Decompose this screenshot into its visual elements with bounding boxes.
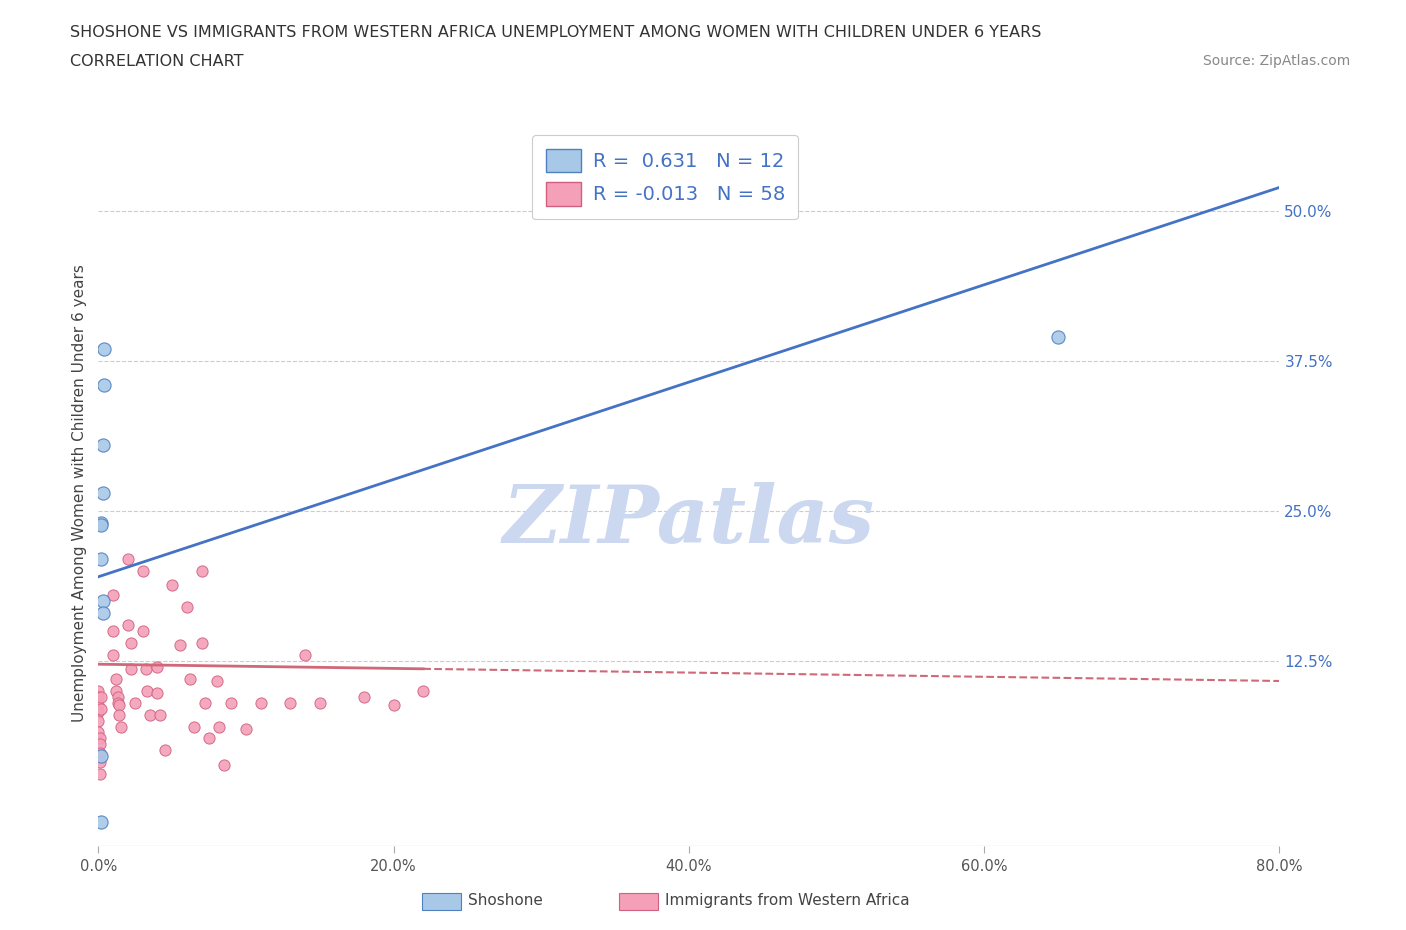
- Point: [169, 638, 191, 653]
- Point: [117, 551, 139, 566]
- Point: [90, 749, 112, 764]
- Point: [108, 707, 131, 722]
- Point: [107, 695, 129, 710]
- Point: [412, 684, 434, 698]
- Point: [105, 671, 128, 686]
- Point: [89, 731, 111, 746]
- Point: [132, 564, 155, 578]
- Point: [120, 661, 142, 676]
- Point: [179, 671, 201, 686]
- Point: [353, 689, 375, 704]
- Point: [89, 737, 111, 752]
- Point: [219, 695, 242, 710]
- Text: Shoshone: Shoshone: [468, 893, 543, 908]
- Point: [162, 578, 183, 592]
- Point: [103, 647, 125, 662]
- Point: [89, 755, 111, 770]
- Point: [120, 635, 142, 650]
- Point: [124, 695, 146, 710]
- Point: [191, 564, 214, 578]
- Point: [139, 707, 162, 722]
- Text: Source: ZipAtlas.com: Source: ZipAtlas.com: [1202, 54, 1350, 68]
- Point: [93, 378, 115, 392]
- Point: [205, 673, 228, 688]
- Point: [91, 593, 114, 608]
- Text: ZIPatlas: ZIPatlas: [503, 483, 875, 560]
- Point: [87, 705, 110, 720]
- Point: [93, 341, 115, 356]
- Text: Immigrants from Western Africa: Immigrants from Western Africa: [665, 893, 910, 908]
- Point: [87, 725, 110, 740]
- Point: [90, 515, 112, 530]
- Point: [136, 684, 159, 698]
- Point: [198, 731, 221, 746]
- Legend: R =  0.631   N = 12, R = -0.013   N = 58: R = 0.631 N = 12, R = -0.013 N = 58: [533, 135, 799, 219]
- Point: [382, 698, 405, 712]
- Point: [146, 685, 169, 700]
- Point: [294, 647, 316, 662]
- Point: [103, 587, 125, 602]
- Point: [103, 623, 125, 638]
- Point: [87, 698, 110, 712]
- Point: [191, 635, 214, 650]
- Point: [194, 695, 217, 710]
- Point: [105, 684, 128, 698]
- Point: [309, 695, 332, 710]
- Point: [212, 757, 235, 772]
- Point: [89, 746, 111, 761]
- Point: [132, 623, 155, 638]
- Y-axis label: Unemployment Among Women with Children Under 6 years: Unemployment Among Women with Children U…: [72, 264, 87, 722]
- Point: [89, 767, 111, 782]
- Point: [87, 689, 110, 704]
- Point: [90, 689, 112, 704]
- Point: [176, 599, 198, 614]
- Text: SHOSHONE VS IMMIGRANTS FROM WESTERN AFRICA UNEMPLOYMENT AMONG WOMEN WITH CHILDRE: SHOSHONE VS IMMIGRANTS FROM WESTERN AFRI…: [70, 25, 1042, 40]
- Point: [87, 713, 110, 728]
- Point: [135, 661, 157, 676]
- Point: [90, 701, 112, 716]
- Point: [250, 695, 273, 710]
- Point: [91, 605, 114, 620]
- Point: [1046, 330, 1069, 345]
- Point: [149, 707, 172, 722]
- Point: [108, 698, 131, 712]
- Point: [278, 695, 302, 710]
- Point: [183, 719, 205, 734]
- Point: [153, 743, 176, 758]
- Point: [110, 719, 132, 734]
- Text: CORRELATION CHART: CORRELATION CHART: [70, 54, 243, 69]
- Point: [117, 618, 139, 632]
- Point: [107, 689, 129, 704]
- Point: [208, 719, 231, 734]
- Point: [90, 815, 112, 830]
- Point: [91, 437, 114, 452]
- Point: [90, 551, 112, 566]
- Point: [146, 659, 169, 674]
- Point: [90, 518, 112, 533]
- Point: [87, 684, 110, 698]
- Point: [91, 485, 114, 500]
- Point: [235, 722, 257, 737]
